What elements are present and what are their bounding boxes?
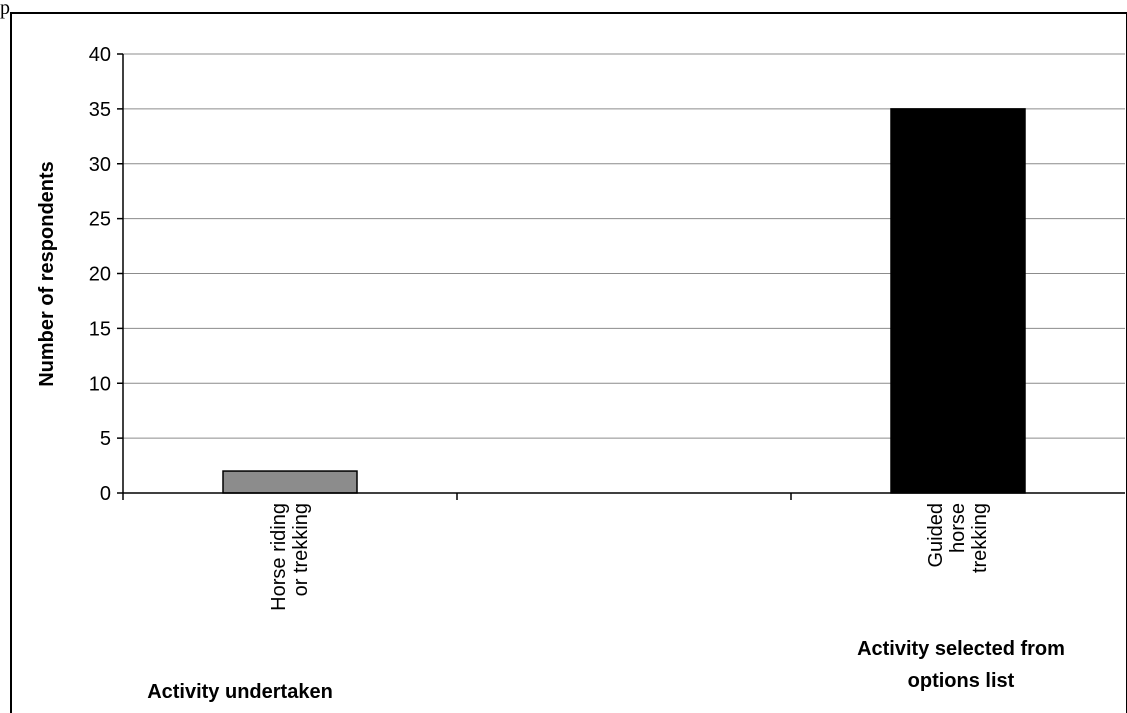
x-category-label-line: trekking — [969, 503, 991, 573]
y-tick-label: 20 — [89, 264, 111, 286]
x-category-label-line: Horse riding — [268, 503, 290, 611]
bar — [890, 108, 1026, 494]
x-group-title-line: Activity selected from — [857, 638, 1065, 660]
y-tick-label: 40 — [89, 44, 111, 66]
x-group-title: Activity undertaken — [147, 681, 333, 703]
y-tick-label: 5 — [100, 428, 111, 450]
y-axis-title: Number of respondents — [36, 161, 58, 387]
category-labels: Horse riding or trekking Guided horse trekki… — [268, 503, 991, 611]
x-group-title-line: options list — [908, 670, 1015, 692]
page-top-text: p — [0, 0, 10, 19]
y-tick-label: 10 — [89, 373, 111, 395]
x-group-title-line: Activity undertaken — [147, 681, 333, 703]
y-tick-label: 15 — [89, 318, 111, 340]
y-ticks: 0 5 10 15 20 25 30 35 40 — [89, 44, 123, 505]
x-ticks — [122, 493, 792, 500]
y-tick-label: 25 — [89, 209, 111, 231]
y-tick-label: 0 — [100, 483, 111, 505]
x-category-label: Horse riding or trekking — [268, 503, 312, 611]
y-tick-label: 30 — [89, 154, 111, 176]
group-titles: Activity undertaken Activity selected fro… — [147, 638, 1065, 703]
bars — [222, 108, 1026, 494]
x-category-label-line: Guided — [925, 503, 947, 568]
x-group-title: Activity selected from options list — [857, 638, 1065, 692]
y-tick-label: 35 — [89, 99, 111, 121]
x-category-label: Guided horse trekking — [925, 503, 991, 573]
x-category-label-line: horse — [947, 503, 969, 553]
bar — [222, 470, 358, 494]
x-category-label-line: or trekking — [290, 503, 312, 596]
